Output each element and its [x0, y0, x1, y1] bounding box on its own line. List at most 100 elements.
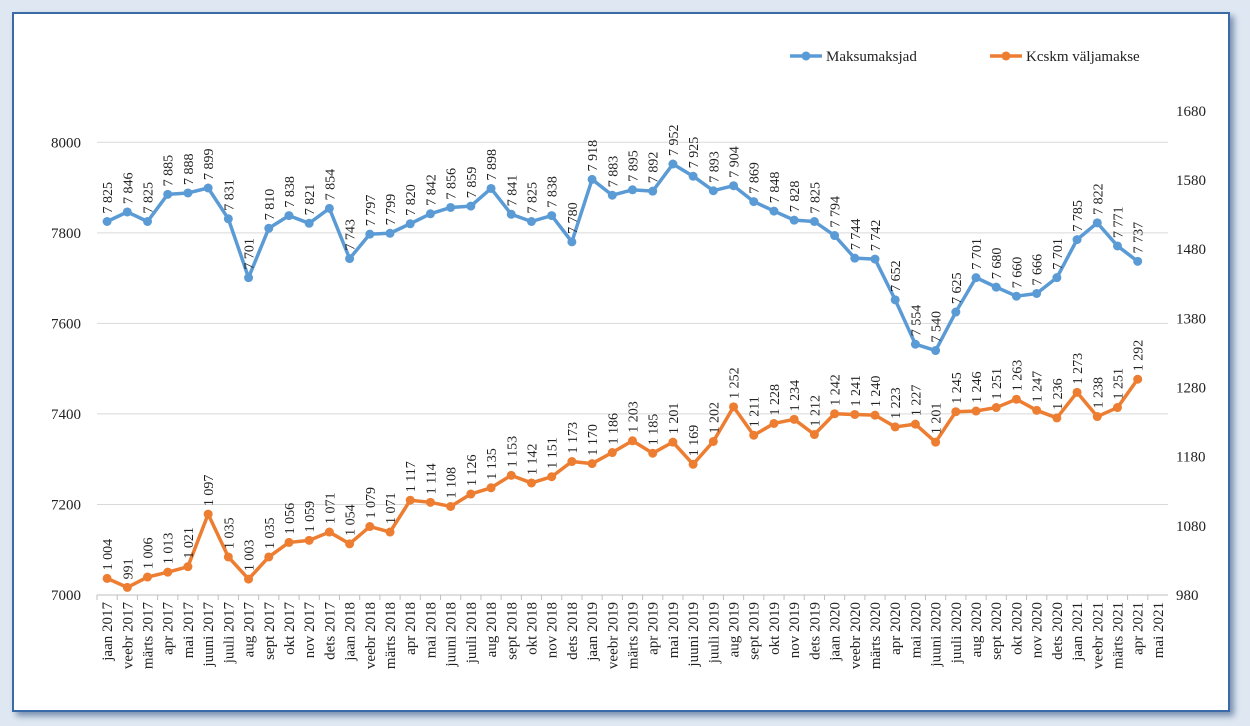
data-point — [910, 419, 920, 429]
data-label: 1 245 — [950, 372, 965, 404]
x-tick-label: dets 2019 — [807, 602, 823, 660]
data-label: 7 821 — [303, 184, 318, 216]
x-tick-label: mai 2018 — [423, 602, 439, 658]
data-point — [102, 217, 112, 226]
data-point — [1032, 288, 1042, 298]
data-point — [567, 457, 577, 467]
data-label: 1 292 — [1132, 340, 1147, 372]
data-label: 1 247 — [1031, 371, 1046, 403]
data-point — [324, 527, 334, 537]
data-point — [931, 346, 941, 356]
y-tick-label: 7400 — [51, 407, 81, 423]
data-label: 1 211 — [748, 396, 763, 427]
data-point — [1032, 405, 1042, 415]
data-label: 7 885 — [162, 155, 177, 187]
x-tick-label: sept 2020 — [989, 602, 1005, 660]
data-point — [284, 211, 294, 221]
x-tick-label: apr 2019 — [646, 602, 662, 655]
data-point — [365, 522, 375, 532]
data-point — [1072, 387, 1082, 397]
data-point — [708, 186, 718, 196]
data-point — [951, 407, 961, 417]
x-tick-label: märts 2020 — [868, 602, 884, 669]
data-point — [223, 214, 233, 224]
x-tick-label: märts 2017 — [141, 602, 157, 670]
data-point — [587, 174, 597, 184]
data-point — [143, 572, 153, 582]
data-label: 7 554 — [909, 305, 924, 337]
data-point — [688, 171, 698, 181]
data-point — [405, 495, 415, 505]
data-point — [931, 437, 941, 447]
data-label: 1 079 — [364, 487, 379, 519]
data-point — [304, 535, 314, 545]
data-point — [425, 497, 435, 507]
data-label: 7 918 — [586, 140, 601, 172]
data-point — [890, 422, 900, 432]
data-point — [122, 207, 132, 217]
data-label: 1 186 — [606, 413, 621, 445]
data-label: 7 898 — [485, 149, 500, 181]
data-point — [1112, 241, 1122, 251]
x-tick-label: apr 2018 — [403, 602, 419, 655]
x-tick-label: aug 2020 — [969, 602, 985, 657]
data-label: 7 892 — [647, 152, 662, 184]
y-tick-label: 7800 — [51, 226, 81, 242]
y2-tick-label: 1380 — [1176, 311, 1206, 327]
x-tick-label: veebr 2018 — [363, 602, 379, 669]
data-label: 7 660 — [1010, 257, 1025, 289]
y-tick-label: 7200 — [51, 497, 81, 513]
data-point — [547, 211, 557, 221]
x-tick-label: juuli 2017 — [221, 602, 237, 665]
x-tick-label: jaan 2020 — [828, 602, 844, 662]
data-point — [203, 183, 213, 193]
data-label: 1 251 — [1111, 368, 1126, 400]
data-label: 1 252 — [728, 367, 743, 399]
data-label: 1 212 — [808, 395, 823, 427]
data-point — [971, 273, 981, 283]
data-label: 7 794 — [829, 196, 844, 228]
data-point — [830, 409, 840, 419]
data-label: 1 006 — [142, 538, 157, 570]
data-point — [486, 483, 496, 493]
y2-tick-label: 1080 — [1176, 519, 1206, 535]
data-point — [668, 159, 678, 169]
data-label: 7 888 — [182, 153, 197, 185]
data-point — [506, 209, 516, 219]
data-point — [567, 237, 577, 247]
data-label: 7 838 — [283, 176, 298, 208]
y2-tick-label: 1480 — [1176, 242, 1206, 258]
data-point — [1133, 256, 1143, 266]
x-tick-label: märts 2019 — [626, 602, 642, 669]
data-label: 7 820 — [404, 184, 419, 216]
x-tick-label: märts 2021 — [1110, 602, 1126, 669]
x-tick-label: jaan 2021 — [1070, 602, 1086, 662]
data-point — [304, 218, 314, 228]
data-point — [1011, 291, 1021, 301]
data-point — [729, 402, 739, 412]
data-point — [244, 574, 254, 584]
data-point — [345, 539, 355, 549]
data-label: 1 241 — [849, 375, 864, 407]
data-point — [789, 215, 799, 225]
x-tick-label: mai 2019 — [666, 602, 682, 658]
data-point — [143, 217, 153, 226]
data-label: 1 035 — [263, 517, 278, 549]
data-point — [203, 509, 213, 519]
x-tick-label: aug 2019 — [727, 602, 743, 657]
data-label: 7 701 — [1051, 238, 1066, 270]
data-label: 1 240 — [869, 376, 884, 408]
x-tick-label: apr 2017 — [161, 602, 177, 655]
data-label: 7 841 — [505, 175, 520, 207]
data-label: 7 744 — [849, 219, 864, 251]
data-label: 1 273 — [1071, 353, 1086, 385]
data-point — [910, 339, 920, 349]
data-point — [1072, 235, 1082, 245]
x-tick-label: jaan 2017 — [100, 602, 116, 662]
data-label: 1 201 — [930, 403, 945, 435]
data-point — [991, 403, 1001, 413]
data-label: 1 054 — [344, 504, 359, 536]
data-label: 1 227 — [909, 385, 924, 417]
data-label: 1 246 — [970, 372, 985, 404]
